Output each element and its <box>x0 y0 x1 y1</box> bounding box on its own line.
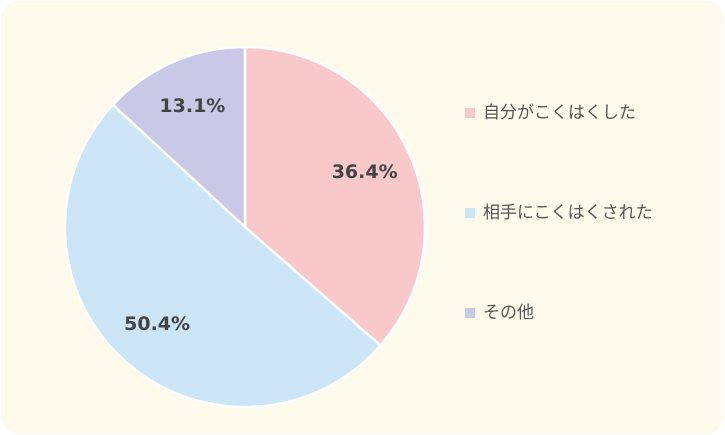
legend-label: 相手にこくはくされた <box>483 203 653 223</box>
pie-slice <box>63 102 383 409</box>
legend-swatch <box>465 308 475 318</box>
value-label: 13.1% <box>159 95 225 117</box>
pie-slice <box>243 45 427 348</box>
legend-label: 自分がこくはくした <box>483 103 636 123</box>
legend-swatch <box>465 208 475 218</box>
value-label: 50.4% <box>124 313 190 335</box>
legend-swatch <box>465 108 475 118</box>
pie-slice <box>111 45 247 230</box>
value-label: 36.4% <box>332 161 398 183</box>
legend-label: その他 <box>483 303 534 323</box>
